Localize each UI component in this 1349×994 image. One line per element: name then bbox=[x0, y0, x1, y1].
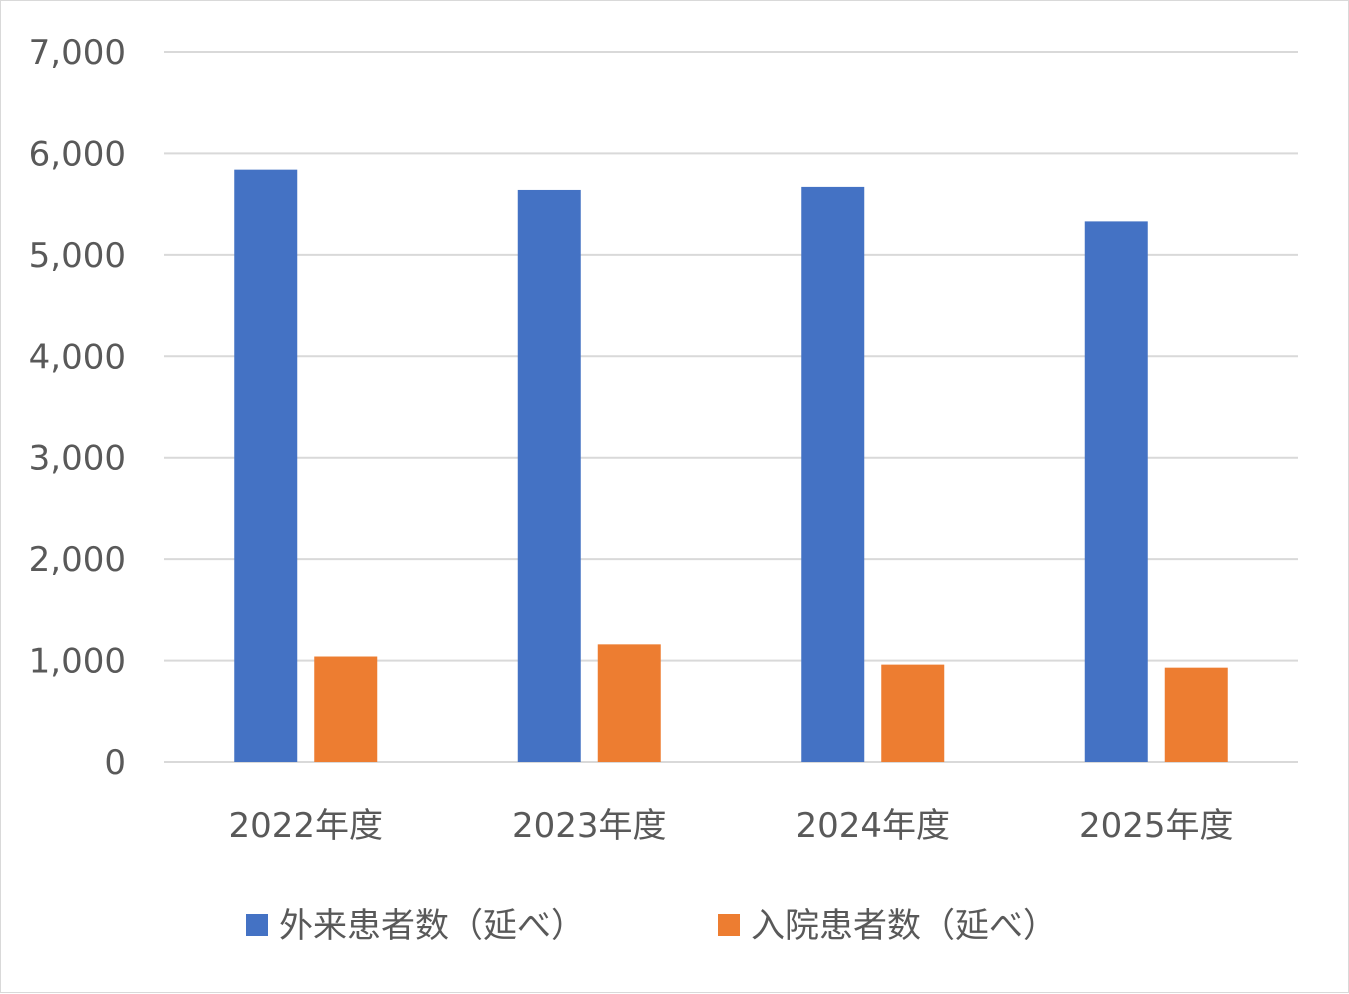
y-tick-label: 2,000 bbox=[29, 540, 126, 580]
y-tick-label: 7,000 bbox=[29, 33, 126, 73]
legend-swatch bbox=[718, 914, 740, 936]
y-tick-label: 5,000 bbox=[29, 236, 126, 276]
y-axis-ticks: 0 1,000 2,000 3,000 4,000 5,000 6,000 7,000 bbox=[29, 33, 126, 783]
bar-outpatient-2 bbox=[801, 186, 865, 762]
x-tick-label: 2023年度 bbox=[512, 806, 667, 846]
y-tick-label: 6,000 bbox=[29, 134, 126, 174]
x-axis-ticks: 2022年度 2023年度 2024年度 2025年度 bbox=[228, 806, 1233, 846]
bar-outpatient-0 bbox=[234, 169, 298, 762]
bar-inpatient-3 bbox=[1164, 667, 1228, 762]
bar-outpatient-1 bbox=[517, 189, 581, 762]
legend-label: 入院患者数（延べ） bbox=[751, 906, 1057, 946]
x-tick-label: 2024年度 bbox=[795, 806, 950, 846]
x-tick-label: 2025年度 bbox=[1079, 806, 1234, 846]
y-tick-label: 3,000 bbox=[29, 439, 126, 479]
bar-inpatient-1 bbox=[597, 644, 661, 762]
bar-outpatient-3 bbox=[1084, 221, 1148, 762]
bar-inpatient-0 bbox=[314, 656, 378, 762]
legend: 外来患者数（延べ） 入院患者数（延べ） bbox=[246, 906, 1057, 946]
y-tick-label: 1,000 bbox=[29, 642, 126, 682]
y-tick-label: 4,000 bbox=[29, 337, 126, 377]
bar-inpatient-2 bbox=[881, 664, 945, 762]
legend-label: 外来患者数（延べ） bbox=[279, 906, 585, 946]
x-tick-label: 2022年度 bbox=[228, 806, 383, 846]
y-tick-label: 0 bbox=[104, 743, 126, 783]
bars bbox=[234, 169, 1228, 762]
legend-swatch bbox=[246, 914, 268, 936]
